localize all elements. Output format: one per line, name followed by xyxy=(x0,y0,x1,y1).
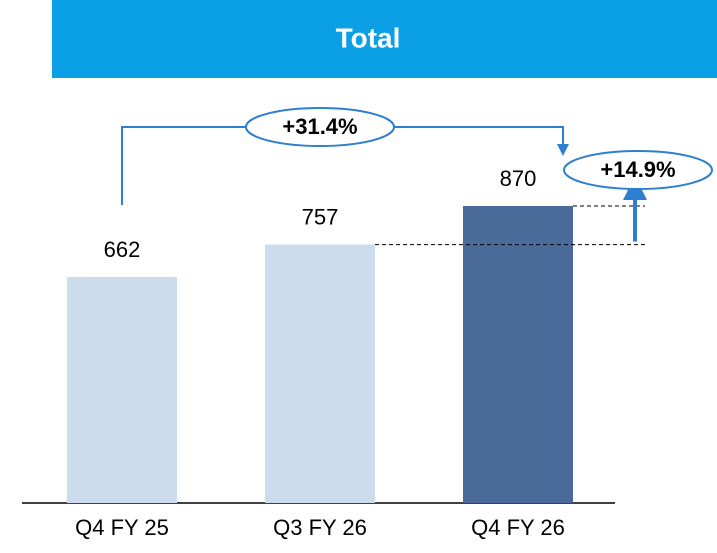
value-label: 870 xyxy=(500,166,537,191)
x-tick-label: Q3 FY 26 xyxy=(273,515,367,540)
chart-title: Total xyxy=(336,22,401,53)
x-tick-label: Q4 FY 25 xyxy=(75,515,169,540)
bar xyxy=(67,277,177,503)
annotation: +14.9% xyxy=(600,157,675,182)
value-label: 757 xyxy=(302,204,339,229)
annotation-ellipse xyxy=(563,150,713,190)
annotation: +31.4% xyxy=(282,114,357,139)
title-band xyxy=(52,0,717,78)
bar xyxy=(463,206,573,503)
value-label: 662 xyxy=(104,237,141,262)
bar xyxy=(265,244,375,503)
x-tick-label: Q4 FY 26 xyxy=(471,515,565,540)
annotation-ellipse xyxy=(245,107,395,147)
